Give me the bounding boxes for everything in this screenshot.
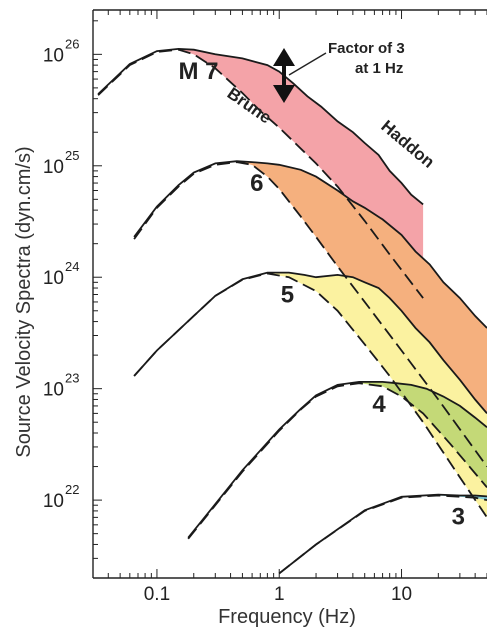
magnitude-label-m5: 5 bbox=[281, 282, 294, 309]
factor-arrow-head-down bbox=[273, 85, 295, 103]
y-tick-label-base: 10 bbox=[43, 157, 64, 178]
factor-annotation-line2: at 1 Hz bbox=[355, 60, 403, 77]
haddon-curve-m4 bbox=[187, 381, 487, 539]
y-tick-label-exponent: 24 bbox=[65, 259, 79, 274]
fill-area-m5 bbox=[267, 272, 487, 518]
y-tick-label-exponent: 25 bbox=[65, 148, 79, 163]
fill-area-m7 bbox=[178, 48, 424, 299]
y-tick-label-base: 10 bbox=[43, 380, 64, 401]
brune-curve-m6 bbox=[133, 161, 487, 468]
x-tick-label: 0.1 bbox=[144, 584, 170, 605]
fill-area-m6 bbox=[236, 161, 487, 467]
magnitude-label-m6: 6 bbox=[250, 170, 263, 197]
factor-arrow-head-up bbox=[273, 48, 295, 66]
x-tick-label: 10 bbox=[391, 584, 412, 605]
magnitude-label-m4: 4 bbox=[372, 391, 386, 418]
haddon-curve-m3 bbox=[278, 493, 487, 575]
magnitude-label-m3: 3 bbox=[452, 504, 465, 531]
magnitude-label-m7: M 7 bbox=[178, 58, 218, 85]
haddon-curve-m6 bbox=[133, 160, 487, 329]
y-tick-label-exponent: 26 bbox=[65, 36, 79, 51]
annotation-pointer bbox=[288, 52, 327, 76]
y-tick-label-base: 10 bbox=[43, 268, 64, 289]
haddon-curve-m7 bbox=[97, 47, 424, 206]
y-tick-label-base: 10 bbox=[43, 491, 64, 512]
brune-curve-m5 bbox=[133, 272, 487, 518]
y-tick-label-base: 10 bbox=[43, 45, 64, 66]
haddon-label: Haddon bbox=[377, 117, 438, 172]
spectral-curves bbox=[97, 47, 487, 575]
haddon-curve-m5 bbox=[133, 271, 487, 414]
x-axis-title: Frequency (Hz) bbox=[218, 606, 356, 628]
y-tick-label-exponent: 23 bbox=[65, 371, 79, 386]
x-tick-label: 1 bbox=[274, 584, 285, 605]
factor-annotation-line1: Factor of 3 bbox=[328, 40, 405, 57]
y-axis-title: Source Velocity Spectra (dyn.cm/s) bbox=[13, 146, 35, 457]
y-tick-label-exponent: 22 bbox=[65, 482, 79, 497]
fill-area-m4 bbox=[359, 381, 487, 488]
